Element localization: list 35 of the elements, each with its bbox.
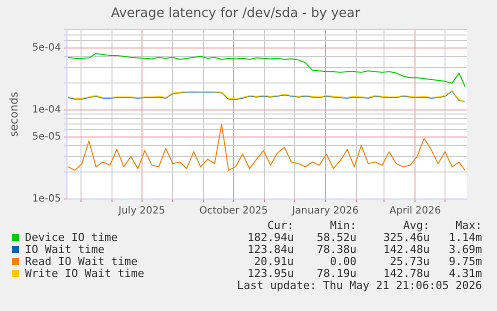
- x-tick-label: October 2025: [199, 206, 268, 217]
- x-tick-label: January 2026: [291, 206, 359, 217]
- text: 123.84u: [246, 243, 294, 256]
- y-tick-label: 5e-05: [32, 131, 61, 142]
- text: 142.48u: [382, 243, 430, 256]
- legend-label: Read IO Wait time: [24, 255, 139, 268]
- legend-label: IO Wait time: [24, 243, 106, 256]
- text: Avg:: [402, 219, 430, 232]
- text: 78.19u: [316, 267, 357, 280]
- text: 142.78u: [382, 267, 430, 280]
- text: 78.38u: [316, 243, 357, 256]
- text: Cur:: [266, 219, 294, 232]
- x-tick-label: April 2026: [389, 206, 441, 217]
- text: Min:: [329, 219, 357, 232]
- text: 25.73u: [388, 255, 430, 268]
- text: 9.75m: [448, 255, 482, 268]
- text: 3.69m: [448, 243, 482, 256]
- text: 325.46u: [382, 231, 430, 244]
- y-tick-label: 1e-04: [32, 104, 61, 116]
- text: 20.91u: [253, 255, 294, 268]
- text: 182.94u: [246, 231, 294, 244]
- y-tick-label: 5e-04: [32, 42, 61, 54]
- text: Max:: [454, 219, 482, 232]
- y-tick-label: 1e-05: [32, 194, 61, 205]
- y-axis-title: seconds: [7, 92, 20, 137]
- legend-label: Write IO Wait time: [24, 267, 146, 280]
- x-tick-label: July 2025: [118, 206, 166, 217]
- text: 58.52u: [316, 231, 357, 244]
- legend-label: Device IO time: [24, 231, 119, 244]
- text: 1.14m: [448, 231, 482, 244]
- text: 0.00: [329, 255, 357, 268]
- text: 123.95u: [246, 267, 294, 280]
- text: 4.31m: [448, 267, 482, 280]
- text: Last update: Thu May 21 21:06:05 2026: [236, 279, 482, 292]
- chart-title: Average latency for /dev/sda - by year: [110, 6, 361, 22]
